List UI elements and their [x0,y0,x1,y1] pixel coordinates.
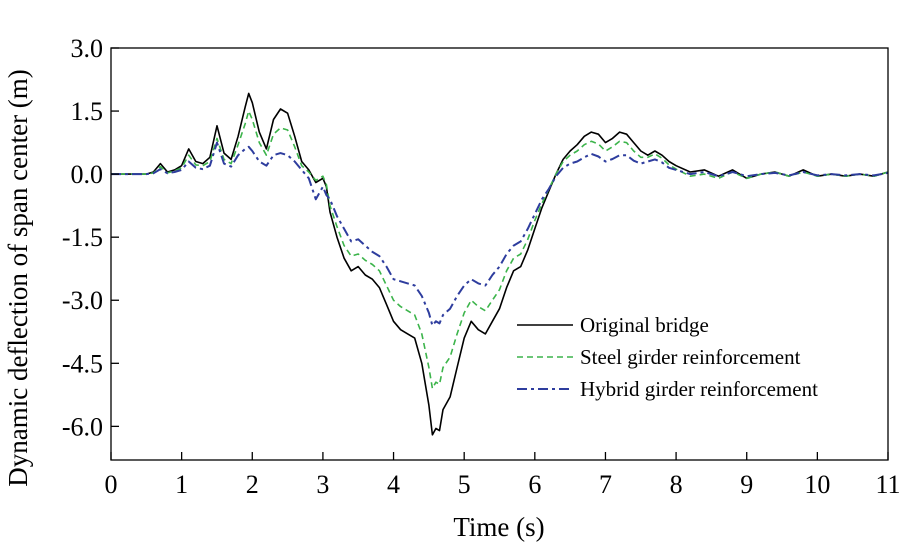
y-tick-label: 3.0 [71,34,104,63]
x-tick-label: 2 [246,470,259,499]
y-tick-label: 1.5 [71,97,104,126]
x-tick-label: 0 [105,470,118,499]
legend-label-2: Steel girder reinforcement [580,345,801,369]
x-tick-label: 9 [740,470,753,499]
y-tick-label: -1.5 [62,223,103,252]
plot-frame [110,47,889,461]
series-line-1 [111,92,888,436]
y-tick-label: -3.0 [62,286,103,315]
x-tick-label: 11 [875,470,900,499]
x-tick-label: 3 [316,470,329,499]
y-axis: 3.0 1.5 0.0 -1.5 -3.0 -4.5 -6.0 [62,34,119,441]
legend-label-3: Hybrid girder reinforcement [580,377,818,401]
y-tick-label: 0.0 [71,160,104,189]
series-layer [111,92,888,436]
x-tick-label: 1 [175,470,188,499]
y-tick-label: -6.0 [62,412,103,441]
x-tick-label: 7 [599,470,612,499]
x-tick-label: 6 [528,470,541,499]
x-tick-label: 8 [670,470,683,499]
legend: Original bridge Steel girder reinforcemen… [517,313,818,401]
x-axis: 0 1 2 3 4 5 6 7 8 9 10 11 [105,452,901,499]
x-tick-label: 5 [458,470,471,499]
y-axis-title: Dynamic deflection of span center (m) [3,69,33,487]
y-tick-label: -4.5 [62,349,103,378]
x-tick-label: 4 [387,470,400,499]
legend-label-1: Original bridge [580,313,709,337]
x-tick-label: 10 [804,470,830,499]
x-axis-title: Time (s) [453,512,544,542]
series-line-3 [111,141,888,327]
series-line-2 [111,110,888,390]
